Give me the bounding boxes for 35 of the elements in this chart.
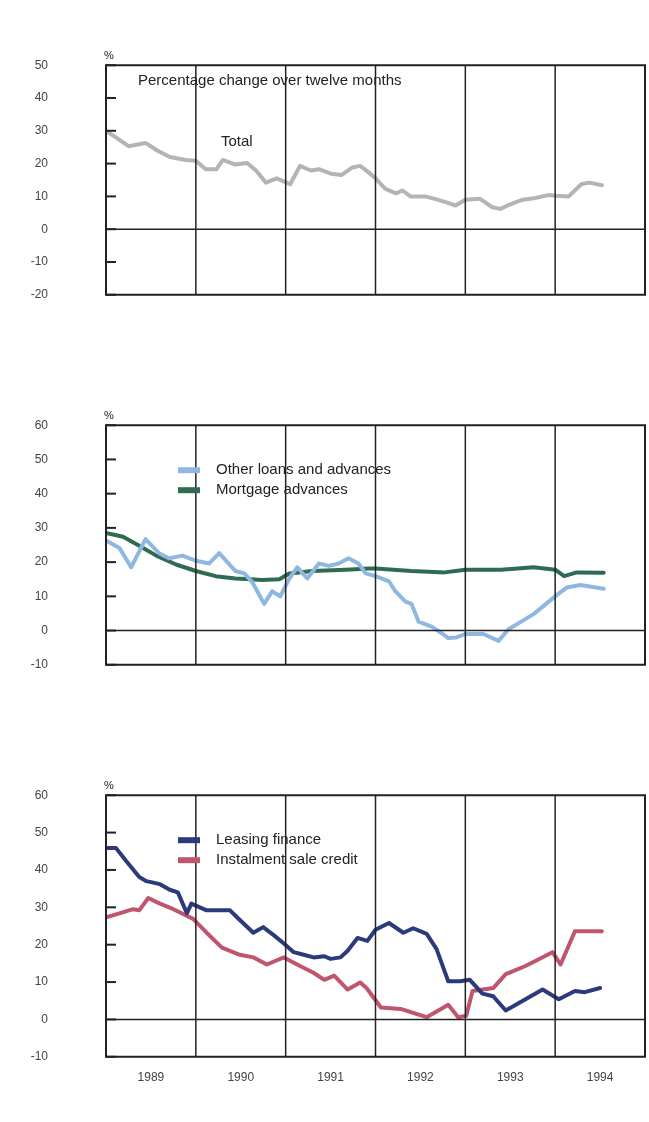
y-tick-label: 30	[34, 520, 49, 535]
y-tick-label: -10	[30, 254, 49, 269]
y-tick-label: 50	[34, 824, 49, 839]
x-tick-label: 1990	[227, 1070, 255, 1085]
x-tick-label: 1991	[317, 1070, 345, 1085]
y-tick-label: 10	[34, 974, 49, 989]
x-tick-label: 1989	[137, 1070, 165, 1085]
y-tick-label: 40	[34, 485, 49, 500]
y-tick-label: 0	[41, 1011, 49, 1026]
y-tick-label: -10	[30, 657, 49, 672]
y-tick-label: 0	[41, 622, 49, 637]
y-tick-label: 20	[34, 554, 49, 569]
y-tick-label: 10	[34, 588, 49, 603]
y-axis-title: %	[104, 408, 114, 421]
y-tick-label: 30	[34, 899, 49, 914]
x-tick-label: 1993	[496, 1070, 524, 1085]
y-tick-label: 50	[34, 57, 49, 72]
y-tick-label: 10	[34, 188, 49, 203]
x-tick-label: 1992	[407, 1070, 435, 1085]
y-tick-label: 30	[34, 123, 49, 138]
y-tick-label: 20	[34, 937, 49, 951]
y-tick-label: 60	[34, 417, 49, 432]
series-label: Total	[221, 132, 253, 150]
x-tick-label: 1994	[586, 1070, 614, 1085]
y-tick-label: 60	[34, 787, 49, 802]
y-tick-label: 50	[34, 451, 49, 466]
y-tick-label: -20	[30, 287, 49, 302]
y-tick-label: 40	[34, 862, 49, 877]
y-axis-title: %	[104, 778, 114, 791]
y-tick-label: -10	[30, 1049, 49, 1064]
y-tick-label: 0	[41, 221, 49, 236]
y-tick-label: 20	[34, 155, 49, 170]
y-tick-label: 40	[34, 90, 49, 105]
y-axis-title: %	[104, 48, 114, 61]
legend-label: Instalment sale credit	[216, 850, 359, 868]
